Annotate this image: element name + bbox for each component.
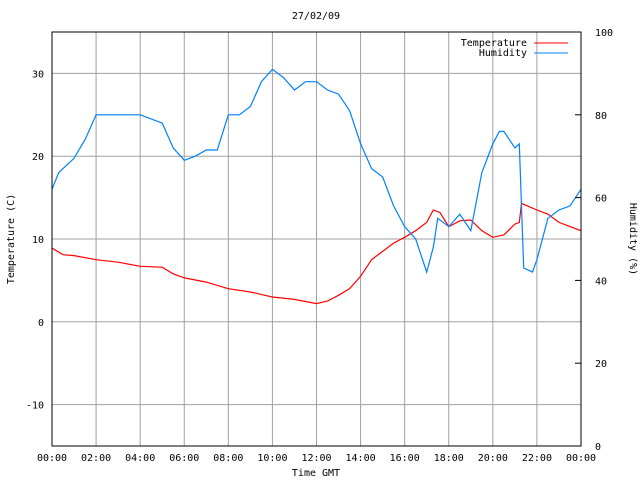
y2-tick-label: 80	[595, 111, 607, 122]
x-tick-label: 14:00	[346, 453, 376, 464]
x-tick-label: 08:00	[213, 453, 243, 464]
x-tick-label: 18:00	[434, 453, 464, 464]
series-line-humidity	[51, 68, 582, 275]
y2-tick-label: 40	[595, 276, 607, 287]
y-tick-label: 30	[32, 69, 44, 80]
x-tick-label: 00:00	[37, 453, 67, 464]
y-tick-label: -10	[26, 401, 44, 412]
legend-label-temperature: Temperature	[461, 38, 527, 49]
x-tick-label: 06:00	[169, 453, 199, 464]
plot-frame	[51, 31, 582, 447]
y2-axis-label: Humidity (%)	[627, 203, 638, 275]
x-tick-label: 12:00	[301, 453, 331, 464]
x-tick-label: 02:00	[81, 453, 111, 464]
y2-tick-label: 100	[595, 28, 613, 39]
x-tick-label: 22:00	[522, 453, 552, 464]
x-tick-label: 10:00	[257, 453, 287, 464]
legend-label-humidity: Humidity	[479, 48, 527, 59]
y-tick-label: 20	[32, 152, 44, 163]
series-line-temperature	[51, 202, 582, 305]
y-tick-label: 0	[38, 318, 44, 329]
grid	[51, 32, 582, 446]
series-lines	[51, 68, 582, 305]
ticks: 00:00 02:00 04:00 06:00 08:00 10:00 12:00 14:00…	[26, 28, 613, 464]
chart-title: 27/02/09	[292, 11, 340, 22]
y2-tick-label: 60	[595, 194, 607, 205]
y-tick-label: 10	[32, 235, 44, 246]
y-axis-label: Temperature (C)	[6, 194, 17, 284]
y2-tick-label: 20	[595, 359, 607, 370]
x-tick-label: 00:00	[566, 453, 596, 464]
x-tick-label: 20:00	[478, 453, 508, 464]
legend: Temperature Humidity	[461, 38, 568, 59]
x-tick-label: 04:00	[125, 453, 155, 464]
x-tick-label: 16:00	[390, 453, 420, 464]
x-axis-label: Time GMT	[292, 468, 340, 479]
y2-tick-label: 0	[595, 442, 601, 453]
